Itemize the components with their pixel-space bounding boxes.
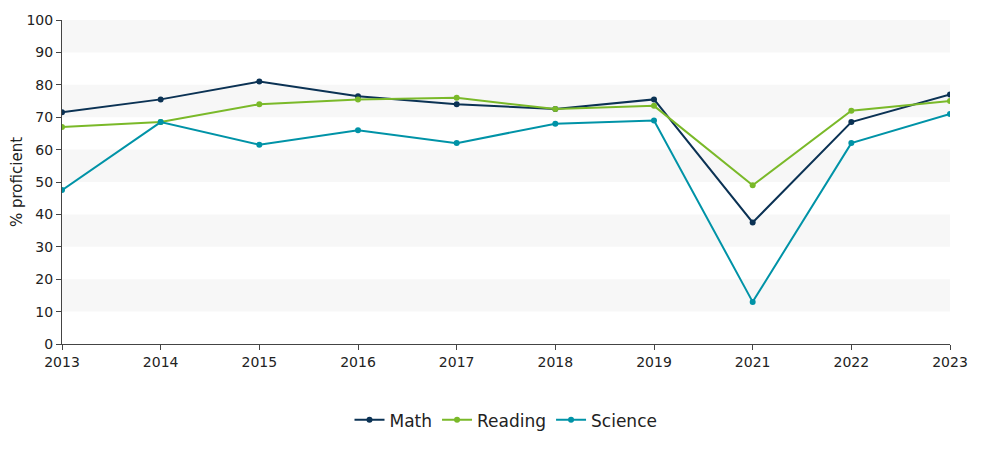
svg-text:0: 0 (44, 336, 53, 352)
svg-text:50: 50 (35, 174, 53, 190)
svg-text:2016: 2016 (340, 354, 376, 370)
svg-text:90: 90 (35, 44, 53, 60)
svg-text:Reading: Reading (477, 411, 546, 431)
svg-text:Science: Science (591, 411, 657, 431)
svg-text:2019: 2019 (636, 354, 672, 370)
svg-text:70: 70 (35, 109, 53, 125)
svg-text:2015: 2015 (242, 354, 278, 370)
svg-text:10: 10 (35, 304, 53, 320)
svg-text:Math: Math (390, 411, 433, 431)
svg-text:2014: 2014 (143, 354, 179, 370)
svg-text:2021: 2021 (735, 354, 771, 370)
svg-text:100: 100 (26, 12, 53, 28)
svg-text:% proficient: % proficient (8, 137, 26, 227)
svg-text:30: 30 (35, 239, 53, 255)
svg-text:80: 80 (35, 77, 53, 93)
svg-text:2018: 2018 (538, 354, 574, 370)
svg-text:40: 40 (35, 206, 53, 222)
svg-text:20: 20 (35, 271, 53, 287)
svg-text:2013: 2013 (44, 354, 80, 370)
svg-text:2023: 2023 (932, 354, 968, 370)
svg-text:60: 60 (35, 142, 53, 158)
svg-text:2022: 2022 (834, 354, 870, 370)
svg-text:2017: 2017 (439, 354, 475, 370)
